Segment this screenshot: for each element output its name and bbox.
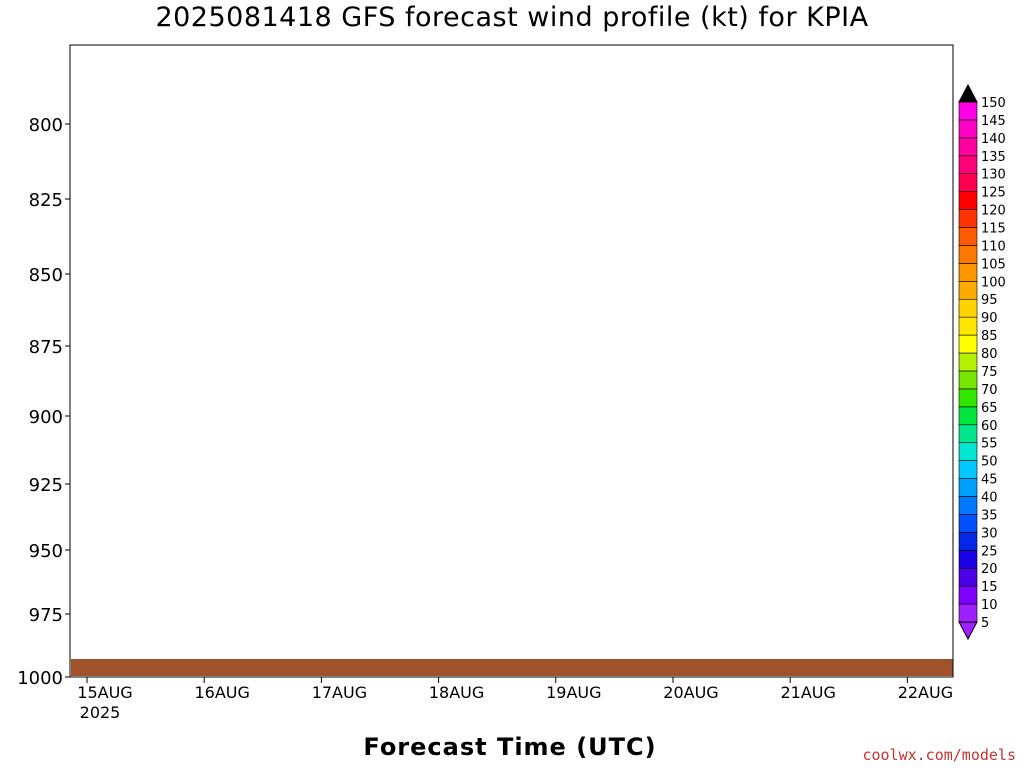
- pressure-axis: 800 825 850 875 900 925 950 975 1000: [17, 115, 70, 689]
- colorbar-swatch: [958, 442, 978, 461]
- colorbar-swatch: [958, 567, 978, 587]
- colorbar-label: 30: [981, 526, 998, 541]
- colorbar-label: 80: [981, 347, 998, 362]
- colorbar-label: 125: [981, 186, 1006, 201]
- colorbar-swatch: [958, 352, 978, 372]
- colorbar-swatch: [958, 191, 978, 210]
- x-tick-label: 15AUG: [77, 683, 132, 702]
- y-tick-label: 1000: [17, 668, 63, 689]
- x-tick-label: 19AUG: [546, 683, 601, 702]
- colorbar-label: 45: [981, 473, 998, 488]
- colorbar-swatch: [958, 460, 978, 479]
- colorbar-swatch: [958, 603, 978, 623]
- colorbar-label: 90: [981, 311, 998, 326]
- colorbar-swatch: [958, 173, 978, 192]
- site-credit: coolwx.com/models: [862, 746, 1016, 764]
- colorbar-swatch: [958, 334, 978, 354]
- colorbar-swatch: [958, 388, 978, 408]
- y-tick-label: 925: [29, 475, 63, 496]
- y-tick-label: 950: [29, 541, 63, 562]
- colorbar-swatch: [958, 298, 978, 318]
- colorbar-label: 50: [981, 455, 998, 470]
- colorbar-swatch: [958, 549, 978, 569]
- colorbar-label: 35: [981, 508, 998, 523]
- colorbar-top-arrow: [958, 83, 978, 103]
- colorbar-label: 145: [981, 114, 1006, 129]
- colorbar-swatch: [958, 245, 978, 264]
- colorbar-label: 95: [981, 293, 998, 308]
- colorbar-swatch: [958, 263, 978, 282]
- colorbar-swatch: [958, 406, 978, 426]
- colorbar-swatch: [958, 478, 978, 497]
- colorbar-label: 70: [981, 383, 998, 398]
- colorbar-label: 20: [981, 562, 998, 577]
- colorbar-label: 140: [981, 132, 1006, 147]
- colorbar-label: 25: [981, 544, 998, 559]
- x-tick-label: 21AUG: [780, 683, 835, 702]
- x-tick-sublabel: 2025: [80, 703, 121, 722]
- x-axis-label: Forecast Time (UTC): [363, 733, 657, 761]
- colorbar-swatch: [958, 119, 978, 139]
- y-tick-label: 825: [29, 190, 63, 211]
- colorbar-label: 85: [981, 329, 998, 344]
- chart-title: 2025081418 GFS forecast wind profile (kt…: [155, 2, 869, 33]
- colorbar-swatch: [958, 137, 978, 157]
- colorbar-label: 100: [981, 275, 1006, 290]
- terrain-band: [71, 659, 953, 676]
- x-tick-label: 22AUG: [898, 683, 953, 702]
- colorbar-label: 115: [981, 222, 1006, 237]
- colorbar-label: 5: [981, 616, 989, 631]
- colorbar-swatch: [958, 227, 978, 246]
- speed-colorbar: 5 10 15 20 25 30 35 40 45 50 55 60 65 70 75 80 85 90 95 100…: [958, 83, 1006, 641]
- y-tick-label: 900: [29, 407, 63, 428]
- colorbar-label: 65: [981, 401, 998, 416]
- terrain-fill: [71, 659, 953, 676]
- colorbar-swatch: [958, 585, 978, 605]
- colorbar-label: 120: [981, 204, 1006, 219]
- colorbar-label: 10: [981, 598, 998, 613]
- x-tick-label: 18AUG: [429, 683, 484, 702]
- y-tick-label: 975: [29, 605, 63, 626]
- colorbar-label: 105: [981, 257, 1006, 272]
- colorbar-swatch: [958, 281, 978, 300]
- colorbar-label: 55: [981, 437, 998, 452]
- colorbar-swatch: [958, 424, 978, 443]
- colorbar-swatch: [958, 316, 978, 336]
- x-tick-label: 17AUG: [312, 683, 367, 702]
- colorbar-swatch: [958, 370, 978, 390]
- colorbar-label: 60: [981, 419, 998, 434]
- colorbar-bottom-arrow: [958, 621, 978, 641]
- colorbar-swatch: [958, 101, 978, 121]
- x-tick-label: 20AUG: [663, 683, 718, 702]
- colorbar-label: 40: [981, 490, 998, 505]
- colorbar-label: 135: [981, 150, 1006, 165]
- colorbar-swatch: [958, 532, 978, 551]
- colorbar-label: 150: [981, 96, 1006, 111]
- colorbar-label: 130: [981, 168, 1006, 183]
- x-tick-label: 16AUG: [194, 683, 249, 702]
- colorbar-label: 75: [981, 365, 998, 380]
- y-tick-label: 800: [29, 115, 63, 136]
- colorbar-swatch: [958, 155, 978, 175]
- y-tick-label: 850: [29, 265, 63, 286]
- colorbar-swatch: [958, 496, 978, 515]
- colorbar-label: 110: [981, 239, 1006, 254]
- colorbar-swatch: [958, 209, 978, 228]
- y-tick-label: 875: [29, 337, 63, 358]
- plot-frame: [69, 44, 954, 678]
- colorbar-swatch: [958, 514, 978, 533]
- colorbar-label: 15: [981, 580, 998, 595]
